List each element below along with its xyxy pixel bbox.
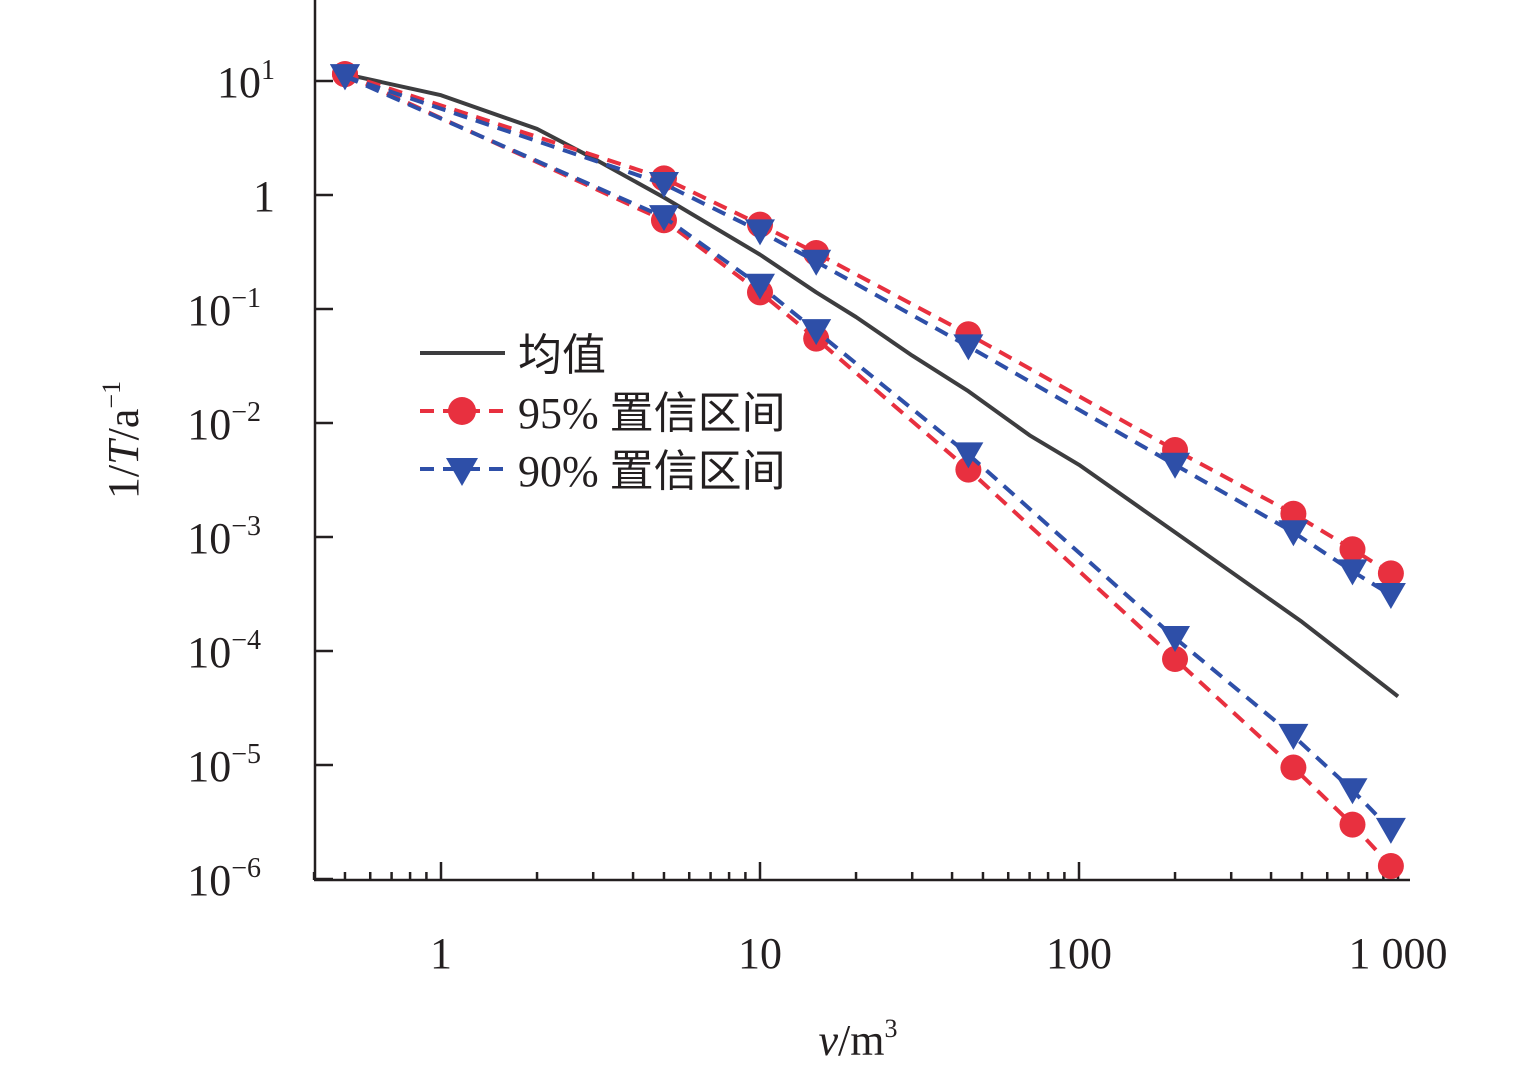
data-point <box>1377 853 1404 880</box>
x-tick-label: 100 <box>1046 929 1112 978</box>
data-point <box>1278 520 1309 547</box>
data-point <box>1339 811 1366 838</box>
y-tick-label: 10−3 <box>187 511 261 563</box>
data-point <box>1339 536 1366 563</box>
data-point <box>329 64 360 91</box>
y-tick-label: 10−1 <box>187 283 261 335</box>
series-3 <box>329 64 1406 609</box>
data-point <box>1160 452 1191 479</box>
y-tick-label: 10−2 <box>187 397 261 449</box>
data-point <box>953 334 984 361</box>
legend-item-mean: 均值 <box>420 331 606 380</box>
series-line <box>344 74 1392 597</box>
data-point <box>801 249 832 276</box>
data-point <box>1280 754 1307 781</box>
y-tick-label: 1 <box>253 172 275 221</box>
series-line <box>344 74 1393 832</box>
data-point <box>1337 559 1368 586</box>
y-ticks: 101 1 10−1 10−2 10−3 10−4 10−5 10−6 <box>187 55 333 905</box>
data-point <box>1375 817 1406 844</box>
data-point <box>1375 582 1406 609</box>
y-axis-title: 1/T/a−1 <box>97 381 148 499</box>
data-point <box>801 319 832 346</box>
legend-marker-circle <box>448 397 476 425</box>
y-tick-label: 101 <box>217 55 275 107</box>
data-point <box>1280 500 1307 527</box>
data-point <box>1377 560 1404 587</box>
data-point <box>953 442 984 469</box>
y-tick-label: 10−6 <box>187 853 261 905</box>
data-point <box>648 205 679 232</box>
data-point <box>1160 626 1191 653</box>
data-point <box>1337 778 1368 805</box>
y-axis-unit: /a <box>99 409 148 441</box>
axes <box>313 0 1410 882</box>
series-line <box>344 72 1400 698</box>
y-axis-unit-exponent: −1 <box>97 381 126 409</box>
data-point <box>955 456 982 483</box>
y-tick-label: 10−5 <box>187 739 261 791</box>
legend-item-95-ci: 95% 置信区间 <box>420 389 786 438</box>
y-tick-label: 10−4 <box>187 625 261 677</box>
data-point <box>648 171 679 198</box>
y-axis-variable: T <box>99 437 148 465</box>
x-ticks: 1 10 100 1 000 <box>312 862 1448 978</box>
legend-label-95-ci: 95% 置信区间 <box>518 389 786 438</box>
legend-item-90-ci: 90% 置信区间 <box>420 447 786 496</box>
x-tick-label: 1 000 <box>1349 929 1448 978</box>
series-layer <box>329 61 1406 880</box>
data-point <box>1278 723 1309 750</box>
x-axis-unit: /m <box>838 1016 884 1065</box>
x-axis-variable: v <box>819 1016 839 1065</box>
x-tick-label: 1 <box>430 929 452 978</box>
legend: 均值 95% 置信区间 90% 置信区间 <box>420 331 786 496</box>
data-point <box>745 273 775 300</box>
legend-label-90-ci: 90% 置信区间 <box>518 447 786 496</box>
x-axis-unit-exponent: 3 <box>884 1014 897 1043</box>
data-point <box>1162 646 1189 673</box>
series-0 <box>344 72 1400 698</box>
x-axis-title: v/m3 <box>819 1014 898 1065</box>
legend-label-mean: 均值 <box>518 331 606 380</box>
series-4 <box>329 64 1406 844</box>
y-axis-prefix: 1/ <box>99 464 148 499</box>
legend-marker-triangle <box>446 458 478 486</box>
data-point <box>745 219 775 246</box>
x-tick-label: 10 <box>738 929 782 978</box>
